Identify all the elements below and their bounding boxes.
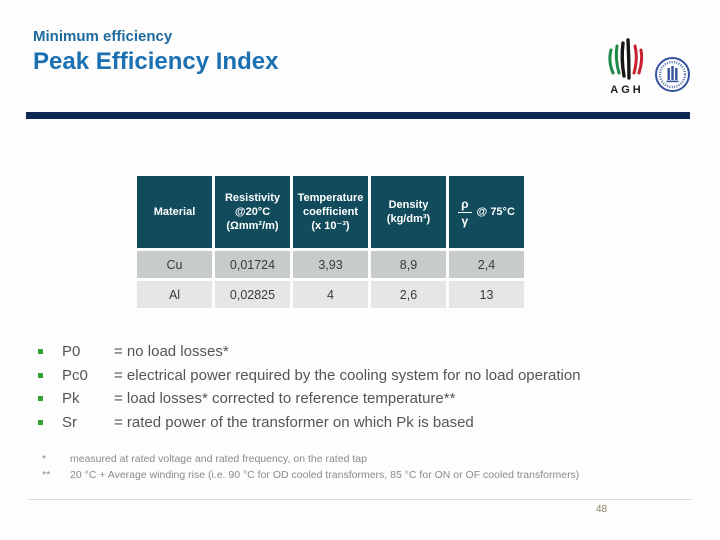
table-cell-al-density: 2,6 [371,281,446,308]
footnote: * measured at rated voltage and rated fr… [42,452,692,468]
fraction-denominator: γ [461,213,469,228]
slide-pretitle: Minimum efficiency [33,28,173,45]
table-cell-cu-ratio: 2,4 [449,251,524,278]
agh-logo: AGH [600,32,694,102]
bullet-square-icon [38,372,43,378]
bullet-square-icon [38,419,43,425]
header-divider [26,112,690,119]
column-header-resistivity: Resistivity @20°C (Ωmm²/m) [215,176,290,248]
table-cell-cu-resistivity: 0,01724 [215,251,290,278]
column-header-temp-coefficient: Temperature coefficient (x 10⁻³) [293,176,368,248]
page-number: 48 [596,504,608,515]
definition-text: = load losses* corrected to reference te… [114,390,456,408]
footnote-text: 20 °C + Average winding rise (i.e. 90 °C… [70,468,580,481]
table-cell-cu-density: 8,9 [371,251,446,278]
list-item: Pc0 = electrical power required by the c… [36,364,700,388]
definition-text: = electrical power required by the cooli… [114,366,581,384]
list-item: Sr = rated power of the transformer on w… [36,411,700,435]
footnote: ** 20 °C + Average winding rise (i.e. 90… [42,468,692,484]
rho-gamma-fraction: ρ γ [458,198,472,228]
column-header-ratio: ρ γ @ 75°C [449,176,524,248]
column-header-material: Material [137,176,212,248]
definition-text: = no load losses* [114,343,229,361]
bullet-square-icon [38,349,43,355]
list-item: Pk = load losses* corrected to reference… [36,387,700,411]
footer-divider [28,499,692,500]
footnote-text: measured at rated voltage and rated freq… [70,453,367,465]
list-item: P0 = no load losses* [36,340,700,364]
agh-logo-label: AGH [610,84,644,96]
table-cell-al-resistivity: 0,02825 [215,281,290,308]
column-header-density: Density (kg/dm³) [371,176,446,248]
material-properties-table: Material Resistivity @20°C (Ωmm²/m) Temp… [137,176,524,308]
definition-term: P0 [62,343,81,361]
table-cell-al-material: Al [137,281,212,308]
definition-term: Pk [62,390,80,408]
university-seal-icon [654,56,691,98]
bullet-square-icon [38,396,43,402]
agh-logo-icon [606,36,648,89]
table-cell-cu-temp-coefficient: 3,93 [293,251,368,278]
page-title: Peak Efficiency Index [33,48,279,75]
table-cell-cu-material: Cu [137,251,212,278]
definition-term: Pc0 [62,366,88,384]
footnote-symbol: ** [42,468,51,481]
footnote-symbol: * [42,453,47,465]
definitions-list: P0 = no load losses* Pc0 = electrical po… [36,340,700,434]
definition-text: = rated power of the transformer on whic… [114,413,474,431]
footnotes: * measured at rated voltage and rated fr… [42,452,692,483]
table-cell-al-temp-coefficient: 4 [293,281,368,308]
definition-term: Sr [62,413,77,431]
fraction-numerator: ρ [458,198,472,213]
ratio-suffix: @ 75°C [476,205,515,218]
table-cell-al-ratio: 13 [449,281,524,308]
